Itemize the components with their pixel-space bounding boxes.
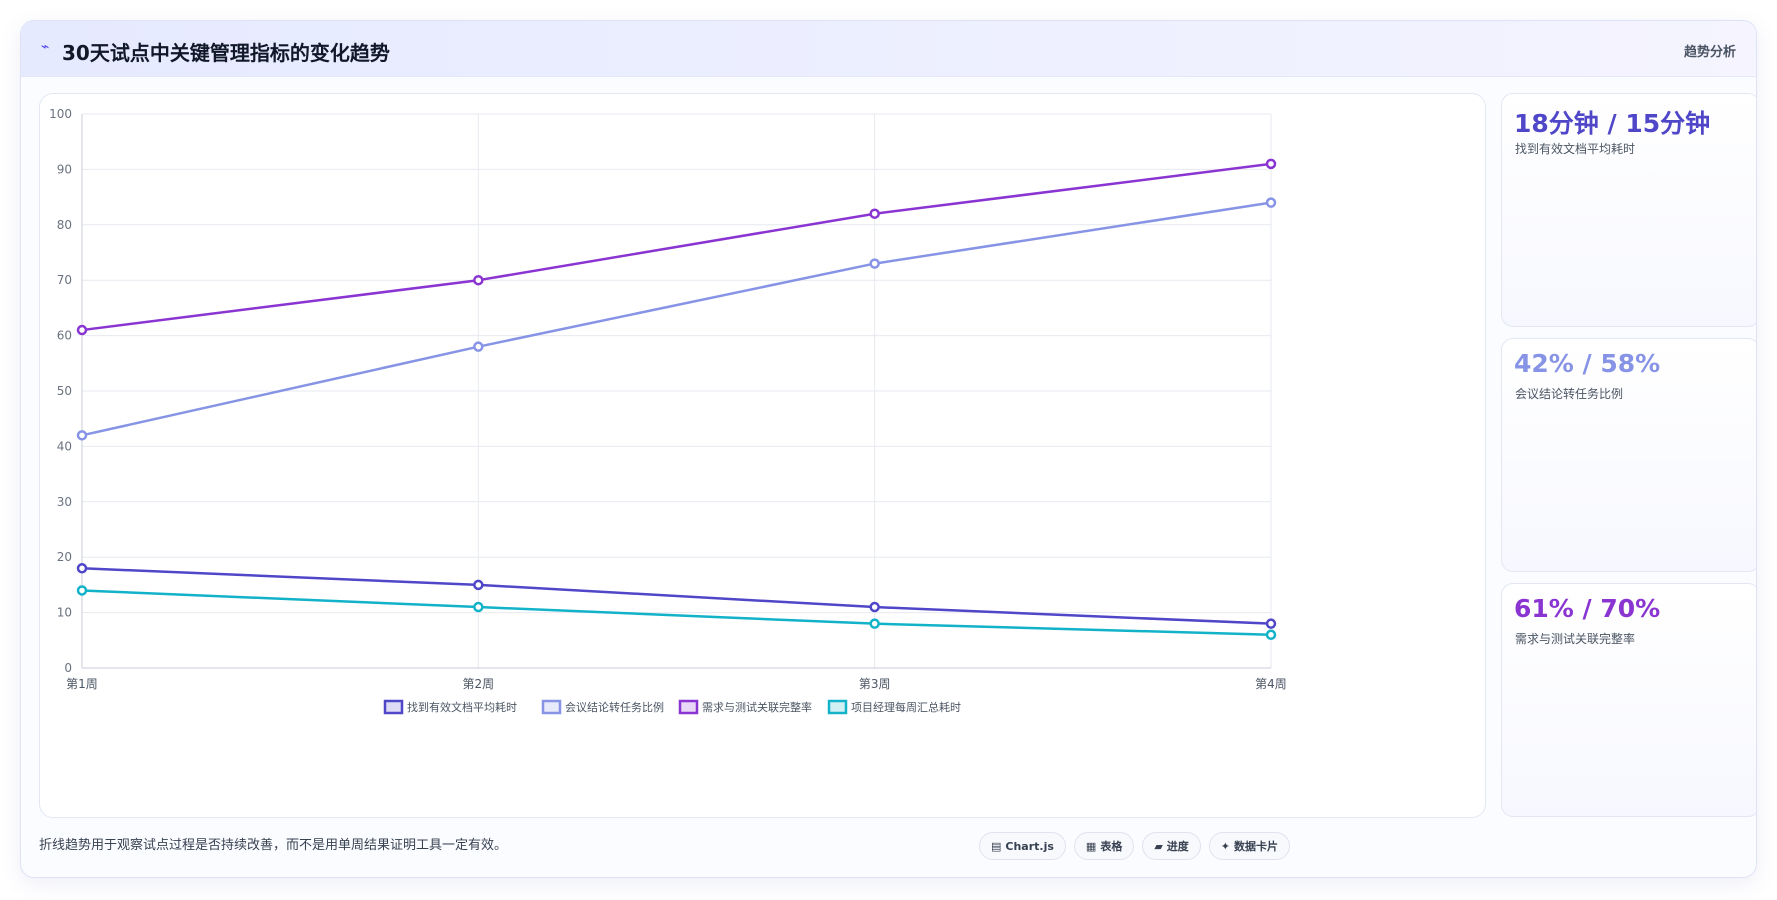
data-point (869, 258, 880, 269)
chip-label: 表格 (1100, 840, 1123, 853)
legend-label: 找到有效文档平均耗时 (407, 700, 517, 714)
x-tick-label: 第3周 (859, 677, 891, 691)
data-point (1265, 618, 1277, 629)
data-point (1265, 197, 1277, 208)
data-point (1265, 158, 1277, 170)
data-point (473, 341, 484, 352)
card-icon: ✦ (1220, 839, 1231, 853)
data-point (869, 618, 880, 629)
chart-panel: 0 10 20 30 40 50 60 70 80 90 100 第1周 第2周 第3周 第4周找到有效文档… (39, 93, 1486, 818)
data-point (76, 324, 88, 336)
legend-swatch (827, 699, 848, 715)
legend-label: 需求与测试关联完整率 (702, 700, 812, 714)
y-tick-label: 0 (64, 661, 72, 675)
chip-data-card[interactable]: ✦ 数据卡片 (1208, 832, 1291, 860)
chart-icon: ▤ (991, 839, 1002, 853)
data-point (76, 563, 88, 574)
y-tick-label: 80 (57, 218, 72, 232)
header-tag: 趋势分析 (1683, 45, 1736, 60)
y-tick-label: 40 (57, 439, 72, 453)
tech-chips: ▤ Chart.js ▦ 表格 ▰ 进度 ✦ 数据卡片 (979, 832, 1291, 860)
data-point (869, 601, 880, 613)
table-icon: ▦ (1085, 839, 1097, 853)
y-tick-label: 20 (57, 550, 72, 564)
data-point (76, 585, 88, 596)
card-header: ⌁ 30天试点中关键管理指标的变化趋势 趋势分析 (21, 21, 1756, 77)
data-point (1265, 629, 1277, 641)
legend-swatch (678, 699, 699, 715)
chip-label: 数据卡片 (1234, 840, 1279, 853)
chip-table[interactable]: ▦ 表格 (1073, 832, 1135, 860)
stat-label: 需求与测试关联完整率 (1515, 632, 1636, 646)
y-tick-label: 70 (57, 273, 72, 287)
stat-card-doc-time: 18分钟 / 15分钟 找到有效文档平均耗时 (1501, 93, 1756, 327)
y-tick-label: 90 (57, 162, 72, 176)
trend-icon: ⌁ (41, 39, 50, 55)
legend-label: 项目经理每周汇总耗时 (851, 700, 961, 714)
chip-label: Chart.js (1005, 839, 1054, 853)
stat-value: 42% / 58% (1514, 349, 1661, 378)
x-tick-label: 第1周 (66, 677, 98, 691)
data-point (869, 208, 880, 219)
data-point (473, 579, 484, 591)
series-line (81, 162, 1272, 332)
line-chart: 0 10 20 30 40 50 60 70 80 90 100 第1周 第2周 第3周 第4周找到有效文档… (49, 107, 1287, 715)
stat-value: 18分钟 / 15分钟 (1514, 109, 1711, 138)
page-title: 30天试点中关键管理指标的变化趋势 (62, 41, 390, 65)
y-tick-label: 60 (57, 329, 72, 343)
x-tick-label: 第2周 (463, 677, 495, 691)
stat-label: 找到有效文档平均耗时 (1515, 142, 1636, 156)
y-tick-label: 10 (57, 606, 72, 620)
chart-card: ⌁ 30天试点中关键管理指标的变化趋势 趋势分析 0 10 20 30 40 50 60 70… (20, 20, 1757, 878)
series-line (81, 567, 1272, 625)
legend-swatch (541, 699, 562, 715)
data-point (76, 430, 88, 441)
x-tick-label: 第4周 (1255, 677, 1287, 691)
series-line (81, 201, 1272, 437)
chip-chartjs[interactable]: ▤ Chart.js (979, 832, 1066, 860)
footer-note: 折线趋势用于观察试点过程是否持续改善，而不是用单周结果证明工具一定有效。 (39, 838, 508, 853)
data-point (473, 601, 484, 613)
y-tick-label: 50 (57, 384, 72, 398)
y-tick-label: 30 (57, 495, 72, 509)
legend-label: 会议结论转任务比例 (565, 700, 664, 714)
stat-label: 会议结论转任务比例 (1515, 387, 1624, 401)
series-line (81, 589, 1272, 637)
y-tick-label: 100 (49, 107, 72, 121)
chip-progress[interactable]: ▰ 进度 (1142, 832, 1201, 860)
stat-card-test-link: 61% / 70% 需求与测试关联完整率 (1501, 583, 1756, 817)
stat-value: 61% / 70% (1514, 594, 1661, 623)
chip-label: 进度 (1166, 840, 1189, 853)
stat-card-task-ratio: 42% / 58% 会议结论转任务比例 (1501, 338, 1756, 572)
legend-swatch (383, 699, 404, 715)
progress-icon: ▰ (1154, 839, 1163, 853)
data-point (473, 274, 484, 286)
